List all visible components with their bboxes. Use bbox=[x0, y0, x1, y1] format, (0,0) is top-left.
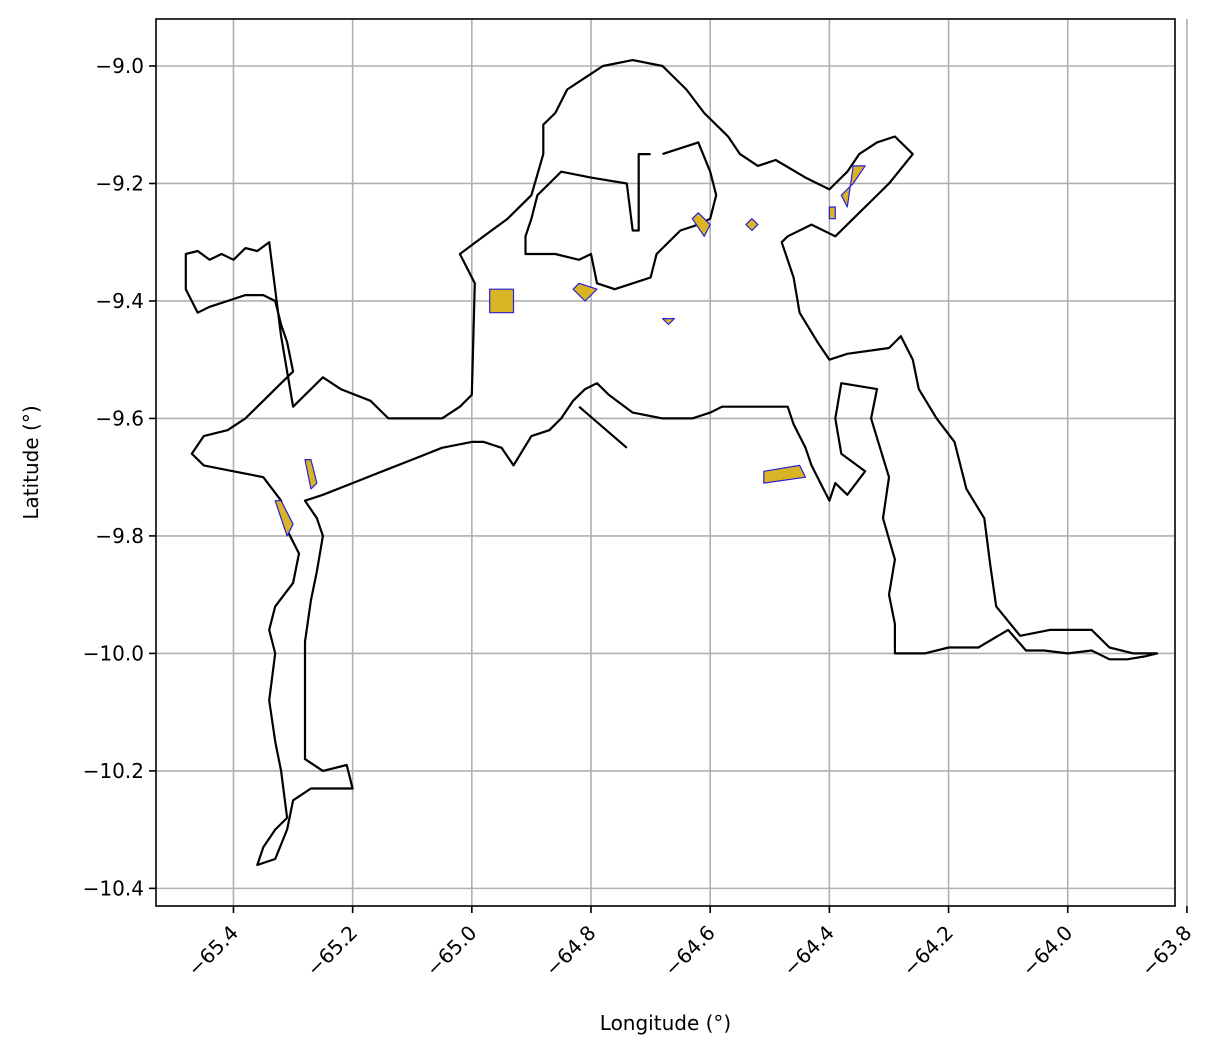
feature-polygon bbox=[304, 459, 318, 490]
y-axis: −9.0 −9.2 −9.4 −9.6 −9.8 −10.0 −10.2 −10.4 bbox=[83, 54, 156, 900]
territory-boundary bbox=[184, 58, 1159, 867]
internal-boundary-line bbox=[578, 405, 628, 449]
feature-polygon bbox=[828, 206, 836, 220]
feature-polygon bbox=[661, 318, 676, 326]
y-tick-label: −9.8 bbox=[95, 524, 144, 548]
y-tick-label: −9.0 bbox=[95, 54, 144, 78]
plot-frame bbox=[155, 18, 1176, 907]
y-tick-label: −9.4 bbox=[95, 289, 144, 313]
y-tick-label: −9.2 bbox=[95, 171, 144, 195]
y-tick-label: −9.6 bbox=[95, 406, 144, 430]
x-axis-label: Longitude (°) bbox=[600, 1011, 731, 1035]
y-tick-label: −10.0 bbox=[83, 641, 144, 665]
feature-polygon bbox=[745, 218, 759, 232]
feature-polygon bbox=[763, 464, 807, 484]
y-tick-label: −10.4 bbox=[83, 876, 144, 900]
feature-polygon bbox=[274, 500, 294, 537]
feature-polygon bbox=[489, 288, 515, 314]
y-tick-label: −10.2 bbox=[83, 759, 144, 783]
feature-polygon bbox=[691, 212, 711, 237]
feature-layer bbox=[274, 165, 866, 537]
y-axis-label: Latitude (°) bbox=[19, 405, 43, 519]
feature-polygon bbox=[840, 165, 866, 208]
feature-polygon bbox=[572, 282, 598, 302]
